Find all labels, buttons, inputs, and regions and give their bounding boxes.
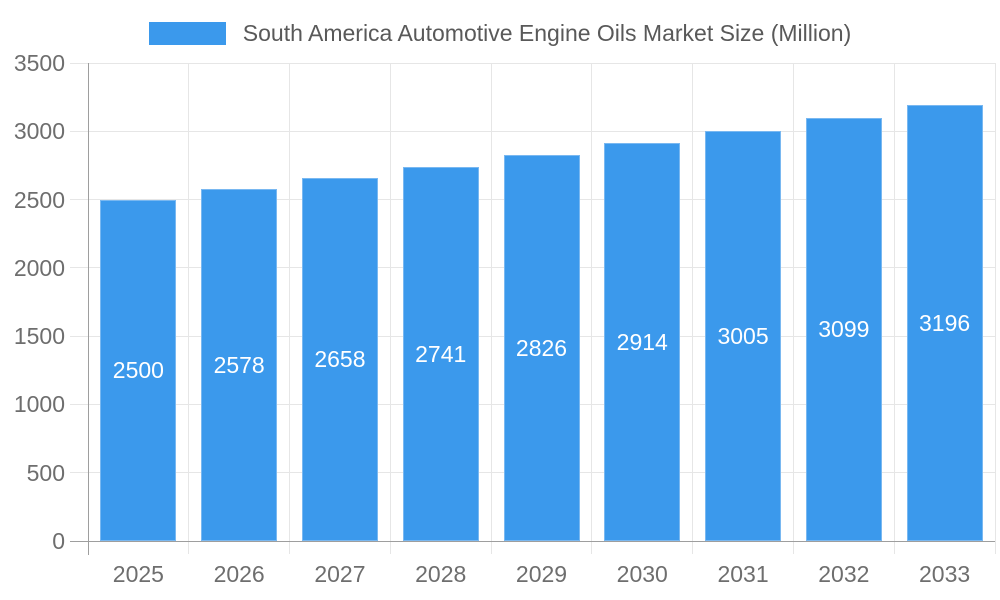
bar-value-label: 2658 [314, 346, 366, 373]
y-axis-label: 2500 [13, 186, 65, 213]
gridline-v [188, 63, 190, 554]
bar-value-label: 3099 [818, 316, 870, 343]
x-axis-label: 2026 [213, 561, 265, 587]
legend-swatch[interactable] [148, 22, 226, 45]
x-axis-label: 2027 [314, 561, 366, 587]
y-axis-line [87, 63, 89, 555]
bar-value-label: 2826 [515, 335, 568, 362]
x-axis-label: 2030 [616, 561, 668, 587]
bar[interactable] [402, 166, 479, 541]
y-axis-label: 1000 [13, 391, 65, 418]
gridline-v [490, 63, 492, 554]
y-axis-label: 3000 [13, 118, 65, 145]
legend-label[interactable]: South America Automotive Engine Oils Mar… [242, 20, 852, 46]
y-axis-label: 1500 [13, 323, 65, 350]
bar-value-label: 2741 [415, 340, 467, 367]
bar[interactable] [201, 188, 278, 541]
x-axis-label: 2032 [818, 561, 870, 587]
gridline-h [70, 62, 995, 64]
bar-value-label: 2500 [112, 357, 164, 384]
legend[interactable]: South America Automotive Engine Oils Mar… [0, 20, 1000, 47]
bar-value-label: 2914 [616, 329, 668, 355]
bar[interactable] [301, 177, 378, 541]
y-axis-label: 2000 [13, 254, 65, 281]
bar-value-label: 3005 [717, 322, 769, 349]
x-axis-label: 2031 [717, 561, 769, 587]
gridline-v [792, 63, 794, 554]
y-axis-label: 3500 [13, 50, 65, 76]
y-axis-label: 500 [26, 459, 65, 486]
bar-value-label: 2578 [213, 351, 265, 378]
bar[interactable] [906, 104, 983, 541]
gridline-v [389, 63, 391, 554]
gridline-h [70, 130, 995, 132]
gridline-v [994, 63, 996, 554]
bar[interactable] [100, 199, 177, 541]
bar[interactable] [503, 155, 580, 541]
bar[interactable] [705, 130, 782, 541]
y-axis-label: 0 [52, 528, 65, 554]
x-axis-label: 2033 [919, 561, 971, 587]
gridline-v [893, 63, 895, 554]
x-axis-label: 2029 [515, 561, 568, 587]
bar[interactable] [604, 143, 681, 541]
gridline-v [692, 63, 694, 554]
x-axis-label: 2028 [415, 561, 467, 587]
x-axis-label: 2025 [112, 561, 164, 587]
bar-value-label: 3196 [919, 309, 971, 336]
gridline-v [591, 63, 593, 554]
gridline-v [289, 63, 291, 554]
bar[interactable] [805, 117, 882, 541]
x-axis-line [70, 540, 995, 542]
